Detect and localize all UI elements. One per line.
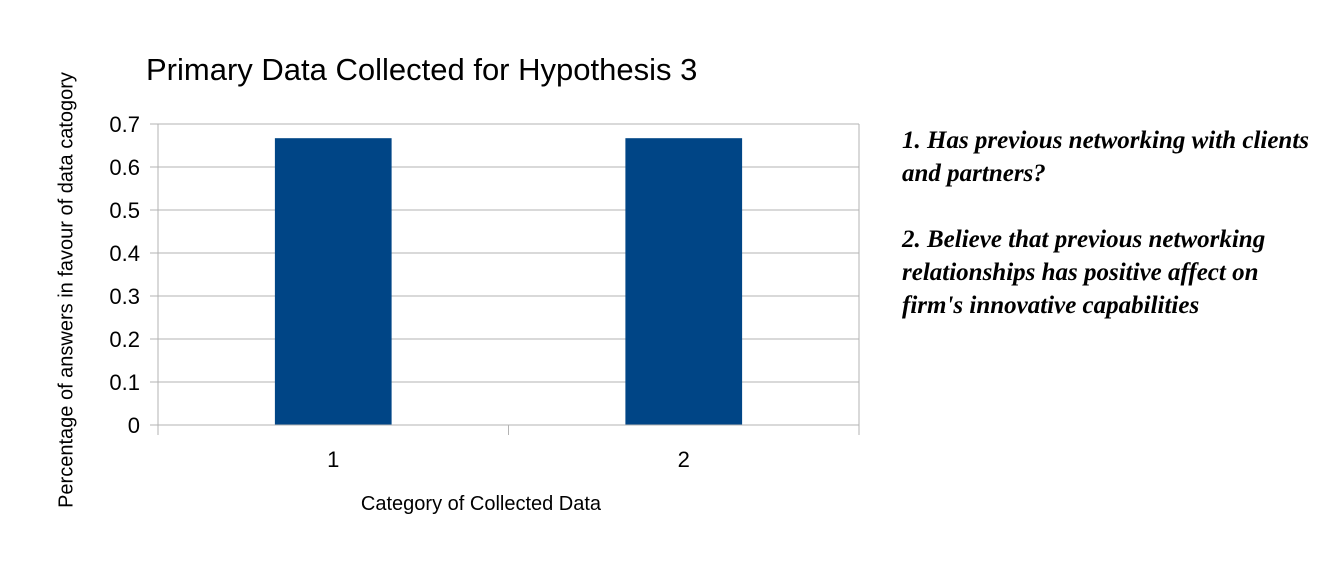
category-legend: 1. Has previous networking with clients …	[902, 124, 1317, 355]
y-tick-label: 0.1	[109, 370, 140, 395]
y-tick-label: 0.2	[109, 327, 140, 352]
bar-2	[625, 138, 743, 425]
legend-item-2: 2. Believe that previous networking rela…	[902, 226, 1266, 319]
x-tick-label: 2	[678, 447, 690, 472]
y-tick-label: 0.3	[109, 284, 140, 309]
gridlines	[158, 123, 859, 426]
chart-title: Primary Data Collected for Hypothesis 3	[146, 52, 698, 87]
legend-item-1: 1. Has previous networking with clients …	[902, 127, 1310, 187]
tick-labels: 0 0.1 0.2 0.3 0.4 0.5 0.6 0.7 1 2	[109, 112, 689, 472]
axes	[150, 123, 860, 435]
bars	[274, 138, 743, 425]
y-tick-label: 0	[128, 413, 140, 438]
y-axis-label: Percentage of answers in favour of data …	[55, 72, 78, 508]
bar-1	[274, 138, 392, 425]
y-tick-label: 0.4	[109, 241, 140, 266]
x-tick-label: 1	[327, 447, 339, 472]
x-axis-label: Category of Collected Data	[360, 493, 602, 515]
y-tick-label: 0.6	[109, 155, 140, 180]
y-tick-label: 0.5	[109, 198, 140, 223]
y-tick-label: 0.7	[109, 112, 140, 137]
